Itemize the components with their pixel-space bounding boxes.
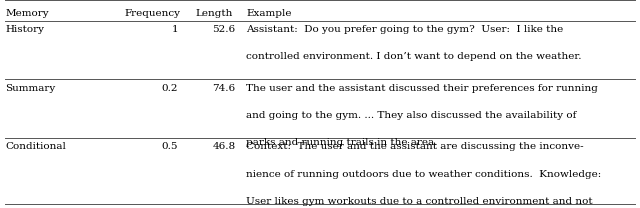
Text: Frequency: Frequency: [125, 9, 181, 18]
Text: 0.5: 0.5: [161, 142, 178, 151]
Text: 52.6: 52.6: [212, 25, 236, 34]
Text: 0.2: 0.2: [161, 84, 178, 93]
Text: Assistant:  Do you prefer going to the gym?  User:  I like the: Assistant: Do you prefer going to the gy…: [246, 25, 564, 34]
Text: User likes gym workouts due to a controlled environment and not: User likes gym workouts due to a control…: [246, 197, 593, 206]
Text: and going to the gym. ... They also discussed the availability of: and going to the gym. ... They also disc…: [246, 111, 577, 120]
Text: History: History: [5, 25, 44, 34]
Text: 1: 1: [172, 25, 178, 34]
Text: Example: Example: [246, 9, 292, 18]
Text: controlled environment. I don’t want to depend on the weather.: controlled environment. I don’t want to …: [246, 52, 582, 61]
Text: 74.6: 74.6: [212, 84, 236, 93]
Text: The user and the assistant discussed their preferences for running: The user and the assistant discussed the…: [246, 84, 598, 93]
Text: Memory: Memory: [5, 9, 49, 18]
Text: nience of running outdoors due to weather conditions.  Knowledge:: nience of running outdoors due to weathe…: [246, 170, 602, 178]
Text: 46.8: 46.8: [212, 142, 236, 151]
Text: Length: Length: [195, 9, 232, 18]
Text: Context:  The user and the assistant are discussing the inconve-: Context: The user and the assistant are …: [246, 142, 584, 151]
Text: Conditional: Conditional: [5, 142, 66, 151]
Text: Summary: Summary: [5, 84, 56, 93]
Text: parks and running trails in the area.: parks and running trails in the area.: [246, 138, 438, 147]
